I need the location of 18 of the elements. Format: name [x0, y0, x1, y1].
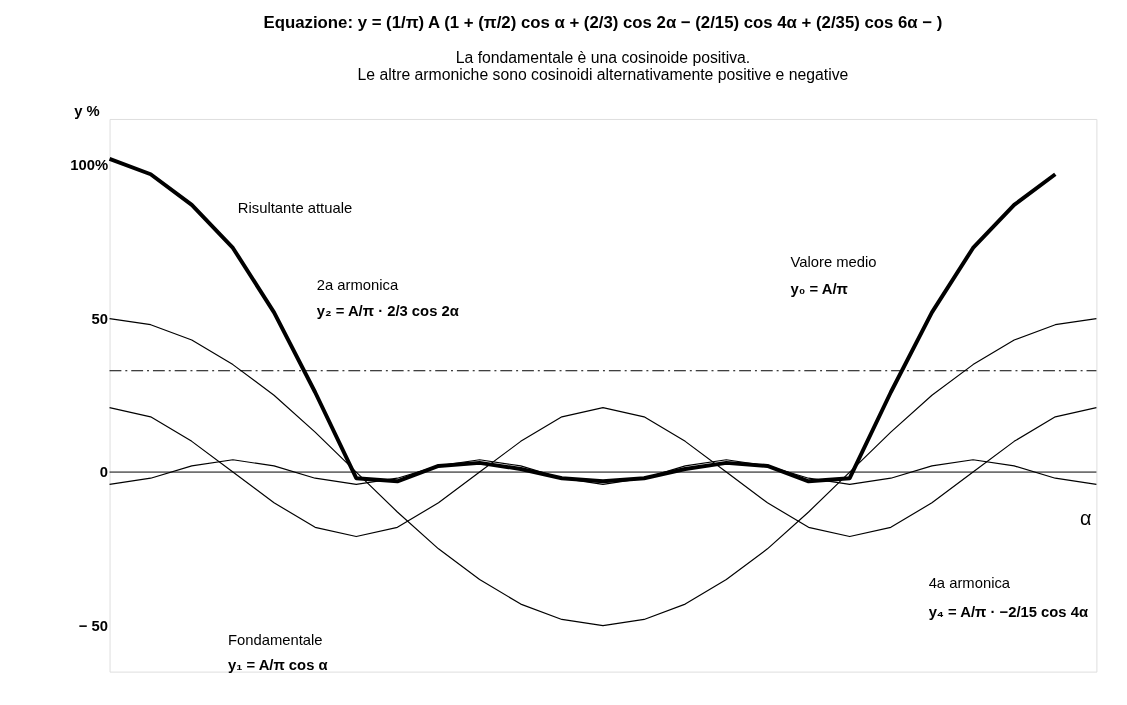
annotation: 2a armonica	[316, 276, 399, 293]
y-tick-label: 0	[99, 464, 109, 481]
x-axis-title: α	[1080, 506, 1092, 529]
annotation: Valore medio	[790, 254, 877, 271]
y-tick-label: − 50	[78, 618, 109, 635]
annotation: y₄ = A/π · −2/15 cos 4α	[928, 604, 1088, 621]
annotation: y₂ = A/π · 2/3 cos 2α	[316, 303, 459, 320]
annotation: Risultante attuale	[237, 199, 353, 216]
annotation: y₀ = A/π	[790, 280, 848, 297]
text: Le altre armoniche sono cosinoidi alternativamente positive e negative	[357, 66, 849, 84]
y-tick-label: 100%	[70, 157, 109, 174]
y-axis-title: y %	[74, 103, 100, 120]
annotation: Fondamentale	[227, 631, 323, 648]
text: La fondamentale è una cosinoide positiva.	[455, 48, 751, 66]
annotation: 4a armonica	[928, 574, 1011, 591]
annotation: y₁ = A/π cos α	[227, 656, 328, 673]
y-tick-label: 50	[91, 310, 109, 327]
chart-title: Equazione: y = (1/π) A (1 + (π/2) cos α + (2/3) cos 2α − (2/15) cos 4α + (2/35) cos 6α − )	[263, 13, 943, 33]
